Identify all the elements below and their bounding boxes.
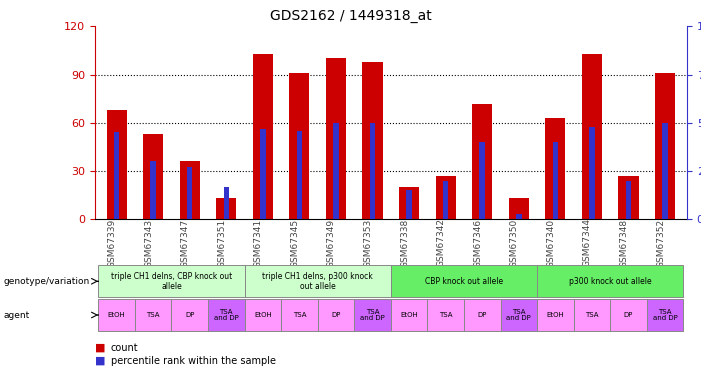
Bar [135,299,172,331]
Bar [370,123,375,219]
Bar [362,62,383,219]
Bar [391,265,537,297]
Bar [407,190,411,219]
Bar [552,142,558,219]
Text: TSA: TSA [439,312,452,318]
Text: TSA
and DP: TSA and DP [360,309,385,321]
Bar [479,142,485,219]
Bar [655,73,675,219]
Bar [98,265,245,297]
Text: GSM67340: GSM67340 [546,218,555,268]
Bar [573,299,610,331]
Text: GSM67350: GSM67350 [510,218,519,268]
Text: DP: DP [332,312,341,318]
Text: GSM67339: GSM67339 [107,218,116,268]
Bar [245,299,281,331]
Text: GSM67347: GSM67347 [181,218,190,268]
Bar [509,198,529,219]
Bar [391,299,428,331]
Bar [114,132,119,219]
Text: ■: ■ [95,343,105,353]
Bar [582,54,602,219]
Text: DP: DP [624,312,633,318]
Bar [318,299,354,331]
Bar [151,161,156,219]
Bar [224,186,229,219]
Text: EtOH: EtOH [547,312,564,318]
Text: GSM67344: GSM67344 [583,218,592,267]
Text: EtOH: EtOH [254,312,272,318]
Text: GSM67341: GSM67341 [254,218,263,268]
Text: agent: agent [4,310,29,320]
Bar [537,299,573,331]
Bar [297,130,302,219]
Text: DP: DP [185,312,194,318]
Bar [179,161,200,219]
Text: TSA: TSA [292,312,306,318]
Bar [326,58,346,219]
Text: GSM67343: GSM67343 [144,218,153,268]
Bar [662,123,668,219]
Bar [245,265,391,297]
Bar [501,299,537,331]
Text: CBP knock out allele: CBP knock out allele [425,277,503,286]
Bar [187,167,193,219]
Text: percentile rank within the sample: percentile rank within the sample [111,356,275,366]
Text: triple CH1 delns, CBP knock out
allele: triple CH1 delns, CBP knock out allele [111,272,232,291]
Text: DP: DP [477,312,487,318]
Text: GSM67345: GSM67345 [290,218,299,268]
Text: GSM67353: GSM67353 [364,218,372,268]
Bar [545,118,566,219]
Text: TSA: TSA [147,312,160,318]
Text: TSA: TSA [585,312,599,318]
Text: GSM67348: GSM67348 [620,218,629,268]
Text: EtOH: EtOH [108,312,125,318]
Text: count: count [111,343,138,353]
Bar [472,104,492,219]
Bar [253,54,273,219]
Bar [172,299,208,331]
Text: TSA
and DP: TSA and DP [214,309,238,321]
Bar [333,123,339,219]
Bar [290,73,309,219]
Text: p300 knock out allele: p300 knock out allele [569,277,651,286]
Bar [216,198,236,219]
Bar [98,299,135,331]
Text: GSM67351: GSM67351 [217,218,226,268]
Text: GSM67349: GSM67349 [327,218,336,268]
Text: TSA
and DP: TSA and DP [506,309,531,321]
Bar [626,181,631,219]
Bar [618,176,639,219]
Text: GDS2162 / 1449318_at: GDS2162 / 1449318_at [270,9,431,23]
Bar [143,134,163,219]
Bar [399,187,419,219]
Bar [610,299,647,331]
Bar [537,265,683,297]
Bar [443,181,449,219]
Bar [354,299,391,331]
Bar [589,127,594,219]
Text: GSM67352: GSM67352 [656,218,665,268]
Text: TSA
and DP: TSA and DP [653,309,677,321]
Bar [647,299,683,331]
Bar [428,299,464,331]
Bar [208,299,245,331]
Bar [464,299,501,331]
Bar [435,176,456,219]
Text: GSM67346: GSM67346 [473,218,482,268]
Text: genotype/variation: genotype/variation [4,277,90,286]
Text: GSM67338: GSM67338 [400,218,409,268]
Text: GSM67342: GSM67342 [437,218,446,267]
Text: triple CH1 delns, p300 knock
out allele: triple CH1 delns, p300 knock out allele [262,272,373,291]
Bar [107,110,127,219]
Bar [281,299,318,331]
Bar [516,214,522,219]
Text: ■: ■ [95,356,105,366]
Text: EtOH: EtOH [400,312,418,318]
Bar [260,129,266,219]
